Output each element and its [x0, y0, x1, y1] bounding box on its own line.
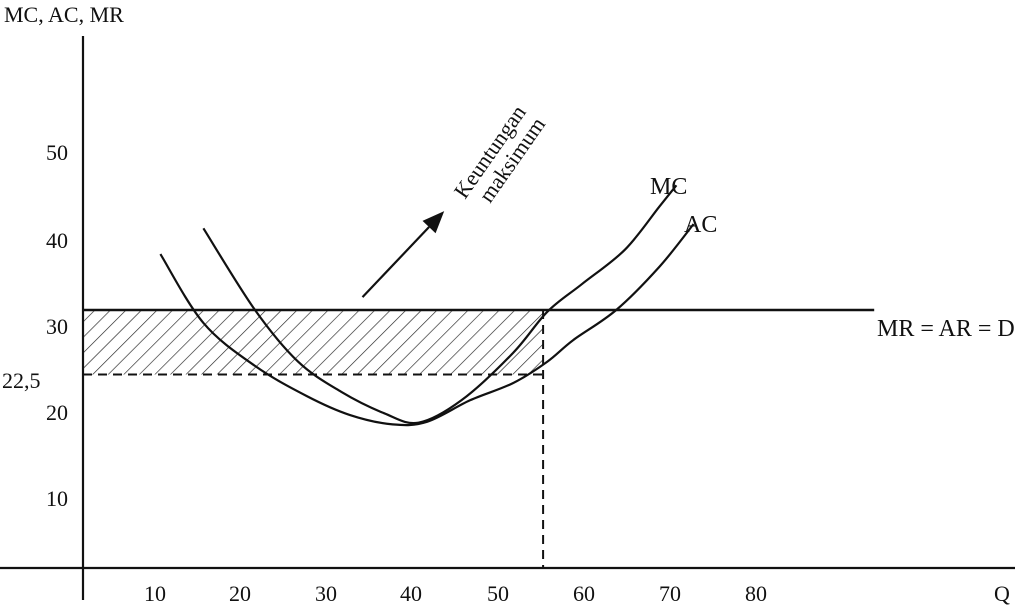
x-tick-label: 50 [487, 581, 509, 606]
x-tick-label: 80 [745, 581, 767, 606]
y-tick-label: 40 [46, 228, 68, 253]
x-tick-label: 40 [400, 581, 422, 606]
x-axis-title: Q [994, 581, 1010, 606]
y-tick-label: 50 [46, 140, 68, 165]
profit-arrow [361, 226, 430, 298]
ac-curve [159, 223, 695, 427]
x-tick-label: 60 [573, 581, 595, 606]
y-tick-label: 22,5 [2, 368, 41, 393]
y-tick-label: 20 [46, 400, 68, 425]
x-tick-label: 20 [229, 581, 251, 606]
mc-curve [202, 184, 678, 425]
mc-label: MC [650, 174, 687, 200]
x-tick-label: 30 [315, 581, 337, 606]
mr-label: MR = AR = D [877, 316, 1015, 342]
profit-area [83, 310, 544, 375]
profit-arrow-head [422, 211, 445, 234]
ac-label: AC [684, 212, 717, 238]
x-tick-label: 70 [659, 581, 681, 606]
y-axis-title: MC, AC, MR [4, 2, 124, 27]
y-tick-label: 30 [46, 314, 68, 339]
x-tick-label: 10 [144, 581, 166, 606]
y-tick-label: 10 [46, 486, 68, 511]
